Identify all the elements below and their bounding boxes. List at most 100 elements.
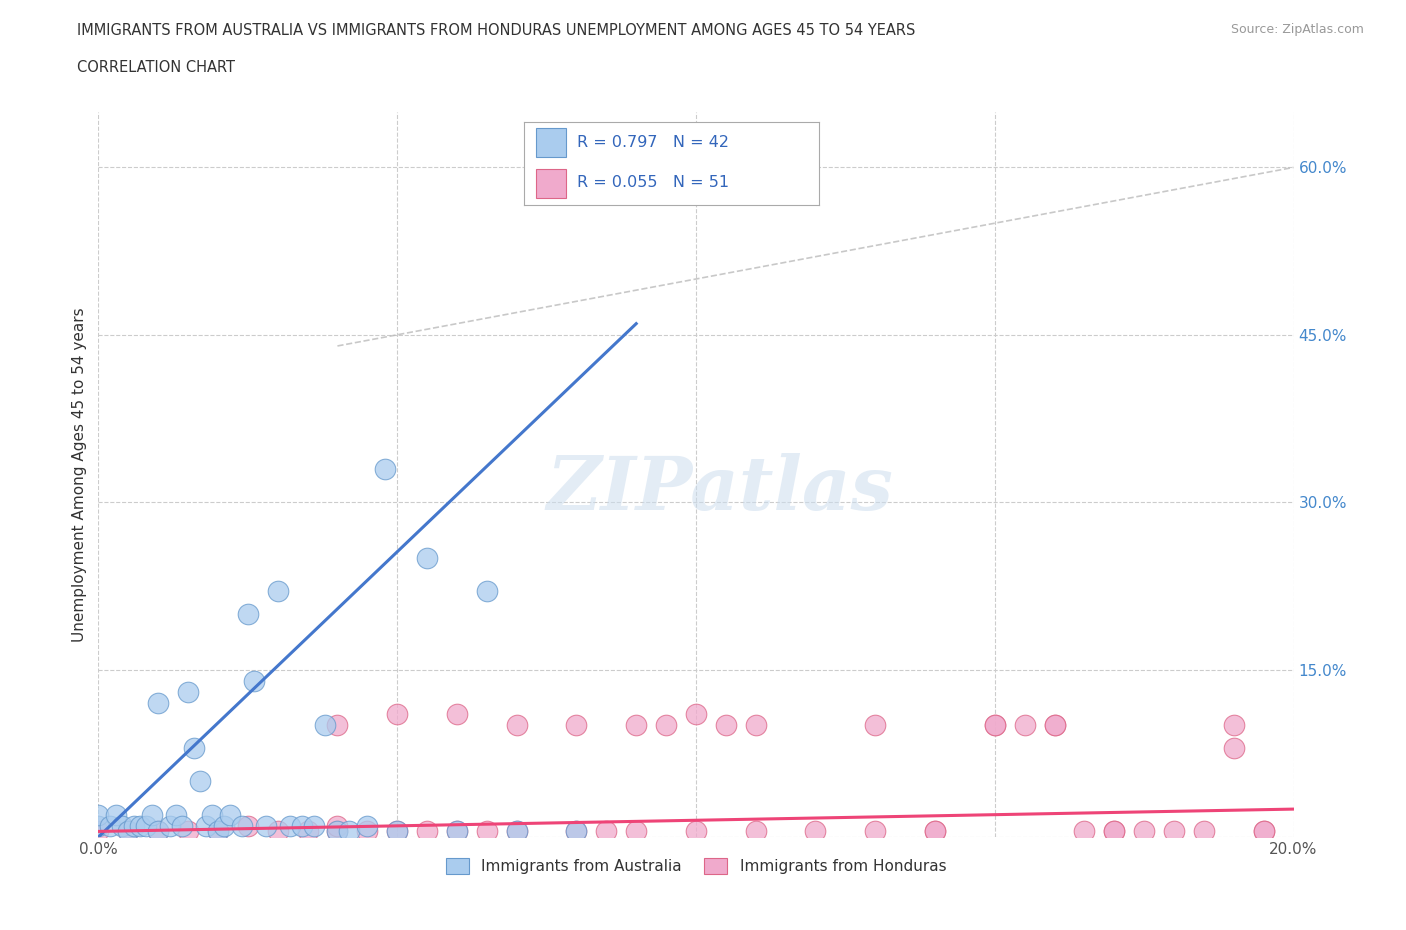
- Point: [1104, 824, 1126, 839]
- Point: [1014, 718, 1036, 733]
- Point: [446, 707, 468, 722]
- Point: [446, 824, 468, 839]
- Point: [1043, 718, 1066, 733]
- Point: [865, 718, 887, 733]
- Point: [297, 824, 319, 839]
- Point: [685, 707, 707, 722]
- Bar: [536, 128, 565, 157]
- Point: [1163, 824, 1185, 839]
- Point: [141, 807, 163, 822]
- Point: [326, 718, 349, 733]
- Point: [315, 718, 337, 733]
- Point: [148, 824, 170, 839]
- Point: [129, 818, 152, 833]
- Point: [745, 824, 768, 839]
- Point: [984, 718, 1007, 733]
- Point: [1043, 718, 1066, 733]
- Point: [714, 718, 737, 733]
- Point: [506, 824, 529, 839]
- Point: [475, 824, 498, 839]
- Point: [212, 818, 235, 833]
- Point: [98, 818, 122, 833]
- Point: [87, 807, 110, 822]
- Point: [165, 807, 187, 822]
- Text: R = 0.055   N = 51: R = 0.055 N = 51: [578, 175, 730, 190]
- Legend: Immigrants from Australia, Immigrants from Honduras: Immigrants from Australia, Immigrants fr…: [440, 852, 952, 880]
- Point: [207, 824, 229, 839]
- Point: [655, 718, 678, 733]
- Point: [1223, 740, 1246, 755]
- Text: R = 0.797   N = 42: R = 0.797 N = 42: [578, 135, 730, 150]
- Point: [416, 551, 439, 565]
- Text: Source: ZipAtlas.com: Source: ZipAtlas.com: [1230, 23, 1364, 36]
- Point: [236, 606, 259, 621]
- Point: [804, 824, 827, 839]
- Point: [183, 740, 205, 755]
- Point: [172, 818, 194, 833]
- Point: [745, 718, 768, 733]
- Point: [326, 824, 349, 839]
- Text: IMMIGRANTS FROM AUSTRALIA VS IMMIGRANTS FROM HONDURAS UNEMPLOYMENT AMONG AGES 45: IMMIGRANTS FROM AUSTRALIA VS IMMIGRANTS …: [77, 23, 915, 38]
- Point: [124, 818, 146, 833]
- Point: [685, 824, 707, 839]
- Point: [267, 584, 290, 599]
- Point: [326, 818, 349, 833]
- Point: [135, 818, 157, 833]
- Y-axis label: Unemployment Among Ages 45 to 54 years: Unemployment Among Ages 45 to 54 years: [72, 307, 87, 642]
- Point: [1223, 718, 1246, 733]
- Point: [416, 824, 439, 839]
- Point: [385, 707, 409, 722]
- Point: [385, 824, 409, 839]
- Point: [278, 818, 301, 833]
- Point: [356, 824, 378, 839]
- Point: [87, 824, 110, 839]
- Point: [506, 718, 529, 733]
- Point: [231, 818, 253, 833]
- Point: [148, 824, 170, 839]
- Point: [506, 824, 529, 839]
- Point: [326, 824, 349, 839]
- Point: [254, 818, 277, 833]
- Point: [177, 684, 200, 699]
- Point: [565, 824, 588, 839]
- Point: [924, 824, 946, 839]
- Point: [626, 718, 648, 733]
- Point: [1104, 824, 1126, 839]
- Point: [475, 584, 498, 599]
- Point: [984, 718, 1007, 733]
- Point: [195, 818, 218, 833]
- Point: [356, 818, 378, 833]
- Point: [374, 461, 396, 476]
- Point: [177, 824, 200, 839]
- Point: [565, 718, 588, 733]
- Point: [87, 818, 110, 833]
- Point: [243, 673, 266, 688]
- Text: ZIPatlas: ZIPatlas: [547, 453, 893, 525]
- Text: CORRELATION CHART: CORRELATION CHART: [77, 60, 235, 75]
- Point: [188, 774, 211, 789]
- Point: [595, 824, 617, 839]
- Point: [105, 807, 128, 822]
- Point: [219, 807, 242, 822]
- Point: [111, 818, 134, 833]
- Point: [1253, 824, 1275, 839]
- Point: [207, 824, 229, 839]
- Point: [565, 824, 588, 839]
- Point: [117, 824, 139, 839]
- Point: [148, 696, 170, 711]
- Point: [1192, 824, 1215, 839]
- Point: [201, 807, 224, 822]
- Point: [626, 824, 648, 839]
- Point: [385, 824, 409, 839]
- Point: [302, 818, 325, 833]
- Point: [267, 824, 290, 839]
- Point: [117, 824, 139, 839]
- Point: [1133, 824, 1156, 839]
- Point: [446, 824, 468, 839]
- Point: [924, 824, 946, 839]
- Point: [236, 818, 259, 833]
- Point: [865, 824, 887, 839]
- Bar: [536, 169, 565, 198]
- Point: [159, 818, 181, 833]
- Point: [1253, 824, 1275, 839]
